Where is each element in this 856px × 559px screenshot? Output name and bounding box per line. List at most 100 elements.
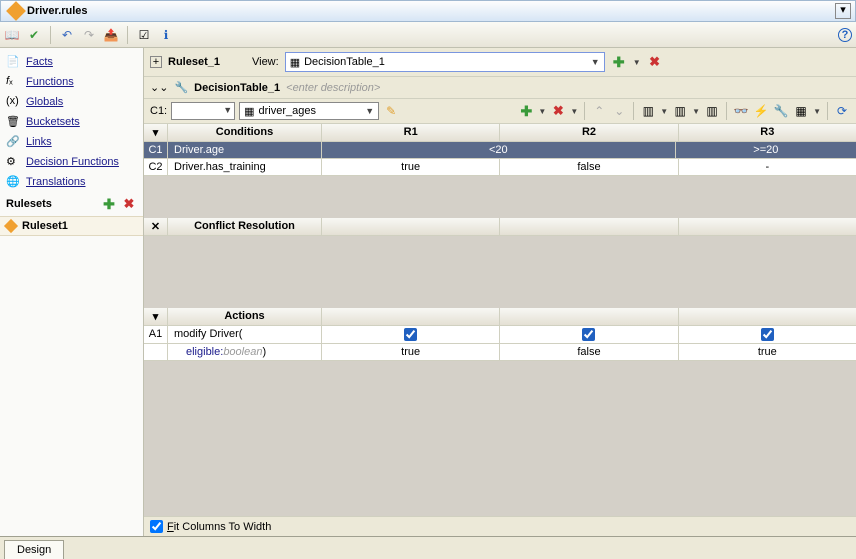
condition-expr[interactable]: Driver.has_training (168, 159, 322, 175)
r1-header[interactable]: R1 (322, 124, 500, 141)
a1-r3-checkbox[interactable] (761, 328, 774, 341)
content-panel: + Ruleset_1 View: ▦ DecisionTable_1 ✚ ✖ … (144, 48, 856, 536)
condition-toolbar: C1: ▦ driver_ages ✎ ✚ ✖ ⌃ ⌄ ▥ ▥ ▥ 👓 ⚡ (144, 99, 856, 124)
action-expr[interactable]: modify Driver( (168, 326, 322, 343)
expand-ruleset-button[interactable]: + (150, 56, 162, 68)
chevron-down-icon (813, 107, 821, 116)
undo-icon[interactable]: ↶ (59, 27, 75, 43)
cell-a1p-r1[interactable]: true (322, 344, 500, 360)
sidebar-item-functions[interactable]: fₓ Functions (0, 72, 143, 92)
cell-c1-r1r2[interactable]: <20 (322, 142, 676, 158)
merge-icon[interactable]: ▥ (704, 103, 720, 119)
move-down-icon[interactable]: ⌄ (611, 103, 627, 119)
collapse-conditions-icon[interactable]: ▾ (144, 124, 168, 141)
chevron-down-icon (538, 107, 546, 116)
wrench-icon[interactable]: 🔧 (174, 81, 188, 94)
cell-a1-r1[interactable] (322, 326, 500, 343)
decision-table-bar: ⌄⌄ 🔧 DecisionTable_1 <enter description> (144, 77, 856, 99)
grid-gap (144, 236, 856, 308)
cell-c2-r2[interactable]: false (500, 159, 678, 175)
r2-header[interactable]: R2 (500, 124, 678, 141)
links-icon: 🔗 (6, 135, 20, 149)
chevron-down-icon (591, 57, 600, 67)
collapse-icon[interactable]: ⌄⌄ (150, 81, 168, 94)
cell-c2-r1[interactable]: true (322, 159, 500, 175)
move-up-icon[interactable]: ⌃ (591, 103, 607, 119)
help-icon[interactable]: ? (838, 28, 852, 42)
split-icon[interactable]: ▥ (672, 103, 688, 119)
conflict-icon[interactable]: ⚡ (753, 103, 769, 119)
info-icon[interactable]: ℹ (158, 27, 174, 43)
edit-icon[interactable]: ✎ (383, 103, 399, 119)
cell-c2-r3[interactable]: - (679, 159, 856, 175)
action-row-a1[interactable]: A1 modify Driver( (144, 326, 856, 344)
row-id (144, 344, 168, 360)
separator (584, 102, 585, 120)
bucket-dropdown[interactable]: ▦ driver_ages (239, 102, 379, 120)
a1-r1-checkbox[interactable] (404, 328, 417, 341)
sidebar-item-facts[interactable]: 📄 Facts (0, 52, 143, 72)
cell-a1p-r2[interactable]: false (500, 344, 678, 360)
a1-r2-checkbox[interactable] (582, 328, 595, 341)
cell-a1-r3[interactable] (679, 326, 856, 343)
separator (633, 102, 634, 120)
tab-design[interactable]: Design (4, 540, 64, 559)
row-id: C1 (144, 142, 168, 158)
add-icon[interactable]: ✚ (518, 103, 534, 119)
delete-ruleset-icon[interactable]: ✖ (121, 196, 137, 212)
bucket-value: driver_ages (259, 105, 316, 117)
view-dropdown[interactable]: ▦ DecisionTable_1 (285, 52, 605, 72)
refresh-icon[interactable]: ⟳ (834, 103, 850, 119)
condition-row-c1[interactable]: C1 Driver.age <20 >=20 (144, 142, 856, 159)
delete-view-icon[interactable]: ✖ (647, 54, 663, 70)
validate-icon[interactable]: ✔ (26, 27, 42, 43)
sidebar-item-globals[interactable]: (x) Globals (0, 92, 143, 112)
rulesets-header: Rulesets ✚ ✖ (0, 192, 143, 216)
facts-icon: 📄 (6, 55, 20, 69)
action-row-a1-param[interactable]: eligible:boolean) true false true (144, 344, 856, 361)
dictionary-icon[interactable]: 📖 (4, 27, 20, 43)
minimize-button[interactable]: ▾ (835, 3, 851, 19)
bucket-icon: ▦ (244, 105, 254, 118)
collapse-actions-icon[interactable]: ▾ (144, 308, 168, 325)
tab-label: Design (17, 544, 51, 556)
fit-columns-label: FFit Columns To Widthit Columns To Width (167, 521, 271, 533)
export-icon[interactable]: 📤 (103, 27, 119, 43)
sidebar-item-label: Translations (26, 176, 86, 188)
bucketsets-icon: 🗑 (6, 115, 20, 129)
condition-row-c2[interactable]: C2 Driver.has_training true false - (144, 159, 856, 176)
footer-bar: FFit Columns To Widthit Columns To Width (144, 516, 856, 536)
fit-columns-checkbox[interactable] (150, 520, 163, 533)
dt-description-placeholder[interactable]: <enter description> (286, 82, 380, 94)
condition-expr[interactable]: Driver.age (168, 142, 322, 158)
row-id: C2 (144, 159, 168, 175)
add-view-icon[interactable]: ✚ (611, 54, 627, 70)
redo-icon[interactable]: ↷ (81, 27, 97, 43)
globals-icon: (x) (6, 95, 20, 109)
sidebar-item-bucketsets[interactable]: 🗑 Bucketsets (0, 112, 143, 132)
close-conflict-icon[interactable]: ✕ (144, 218, 168, 235)
cell-c1-r3[interactable]: >=20 (676, 142, 856, 158)
gap-analysis-icon[interactable]: ▥ (640, 103, 656, 119)
chevron-down-icon (365, 106, 374, 116)
ruleset-item[interactable]: Ruleset1 (0, 216, 143, 236)
rulesets-label: Rulesets (6, 198, 52, 210)
checklist-icon[interactable]: ☑ (136, 27, 152, 43)
sidebar-item-decision-functions[interactable]: ⚙ Decision Functions (0, 152, 143, 172)
cell-a1-r2[interactable] (500, 326, 678, 343)
operator-dropdown[interactable] (171, 102, 235, 120)
sidebar-item-label: Bucketsets (26, 116, 80, 128)
delete-icon[interactable]: ✖ (550, 103, 566, 119)
add-ruleset-icon[interactable]: ✚ (101, 196, 117, 212)
action-param[interactable]: eligible:boolean) (168, 344, 322, 360)
sidebar-item-label: Functions (26, 76, 74, 88)
window-title: Driver.rules (27, 5, 835, 17)
sidebar-item-links[interactable]: 🔗 Links (0, 132, 143, 152)
cell-a1p-r3[interactable]: true (679, 344, 856, 360)
options-icon[interactable]: ▦ (793, 103, 809, 119)
tools-icon[interactable]: 🔧 (773, 103, 789, 119)
r3-header[interactable]: R3 (679, 124, 856, 141)
chevron-down-icon (570, 107, 578, 116)
find-gaps-icon[interactable]: 👓 (733, 103, 749, 119)
sidebar-item-translations[interactable]: 🌐 Translations (0, 172, 143, 192)
